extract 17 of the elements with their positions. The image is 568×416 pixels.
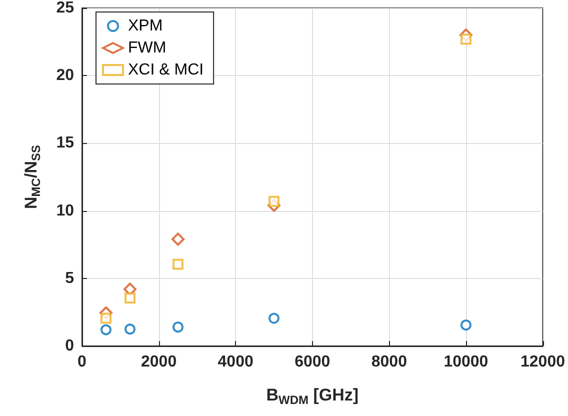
- y-tick-label: 10: [56, 202, 74, 220]
- x-tick-label: 12000: [520, 354, 566, 370]
- x-tick-label: 6000: [294, 354, 330, 370]
- legend-label: XCI & MCI: [128, 62, 204, 78]
- x-tick-label: 10000: [444, 354, 488, 370]
- x-tick-label: 4000: [218, 354, 254, 370]
- y-axis-title: NMC/NSS: [22, 145, 43, 209]
- y-tick-label: 25: [56, 0, 74, 16]
- legend-label: FWM: [128, 40, 166, 56]
- y-tick-label: 0: [65, 338, 74, 354]
- y-tick-label: 5: [65, 270, 74, 287]
- x-tick-label: 8000: [371, 354, 408, 370]
- x-tick-label: 2000: [140, 354, 177, 370]
- legend-label: XPM: [128, 18, 163, 34]
- x-tick-label: 0: [78, 354, 87, 370]
- y-tick-label: 20: [56, 67, 74, 84]
- y-tick-label: 15: [56, 134, 74, 152]
